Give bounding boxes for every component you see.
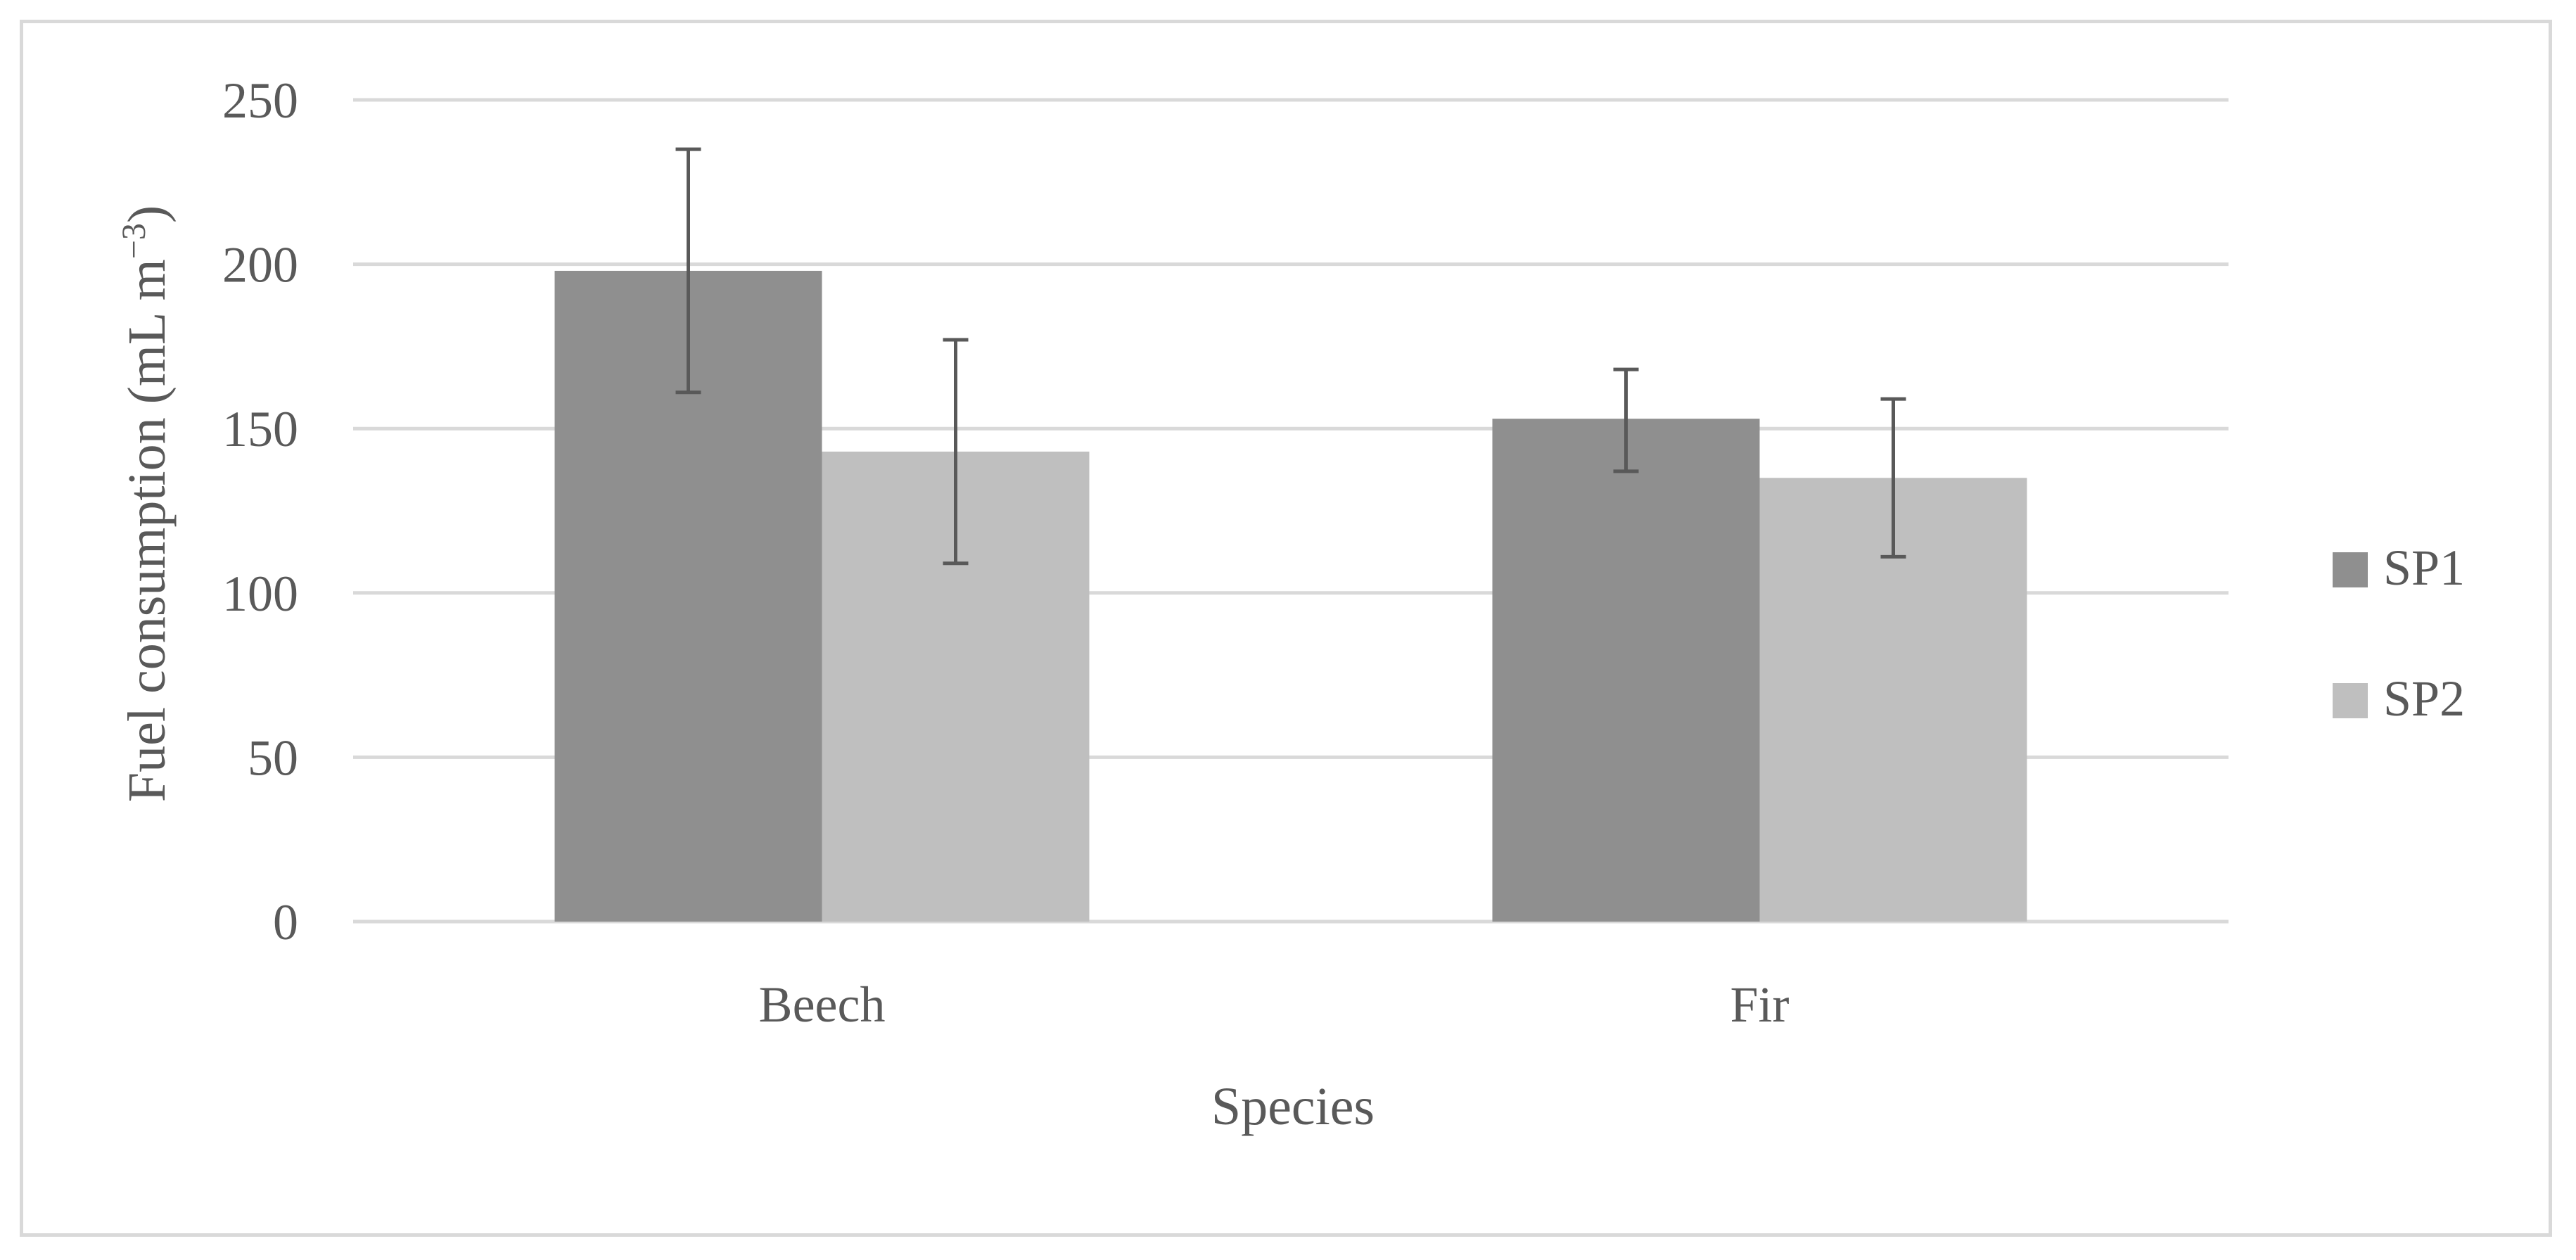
x-axis-title: Species <box>1211 1077 1375 1136</box>
y-axis-title-superscript: −3 <box>115 223 153 259</box>
chart-frame <box>20 20 2552 1237</box>
legend: SP1 SP2 <box>2333 540 2465 727</box>
y-tick-label: 200 <box>222 237 298 293</box>
bars <box>554 270 2027 922</box>
x-tick-label-fir: Fir <box>1730 976 1789 1033</box>
y-tick-label: 150 <box>222 401 298 457</box>
x-axis-ticks: Beech Fir <box>759 976 1790 1033</box>
y-tick-label: 50 <box>248 730 298 786</box>
error-bars <box>675 147 1906 566</box>
y-axis-title-close: ) <box>117 205 177 223</box>
legend-swatch-sp2 <box>2333 683 2368 718</box>
y-tick-label: 100 <box>222 566 298 622</box>
legend-label-sp2: SP2 <box>2383 670 2465 727</box>
x-tick-label-beech: Beech <box>759 976 886 1033</box>
bar-fir-sp1 <box>1492 419 1760 922</box>
legend-swatch-sp1 <box>2333 552 2368 587</box>
y-tick-label: 0 <box>273 894 298 950</box>
y-axis-title: Fuel consumption (mL m−3) <box>115 205 177 802</box>
legend-label-sp1: SP1 <box>2383 540 2465 596</box>
y-tick-label: 250 <box>222 72 298 129</box>
y-axis-ticks: 0 50 100 150 200 250 <box>222 72 298 950</box>
